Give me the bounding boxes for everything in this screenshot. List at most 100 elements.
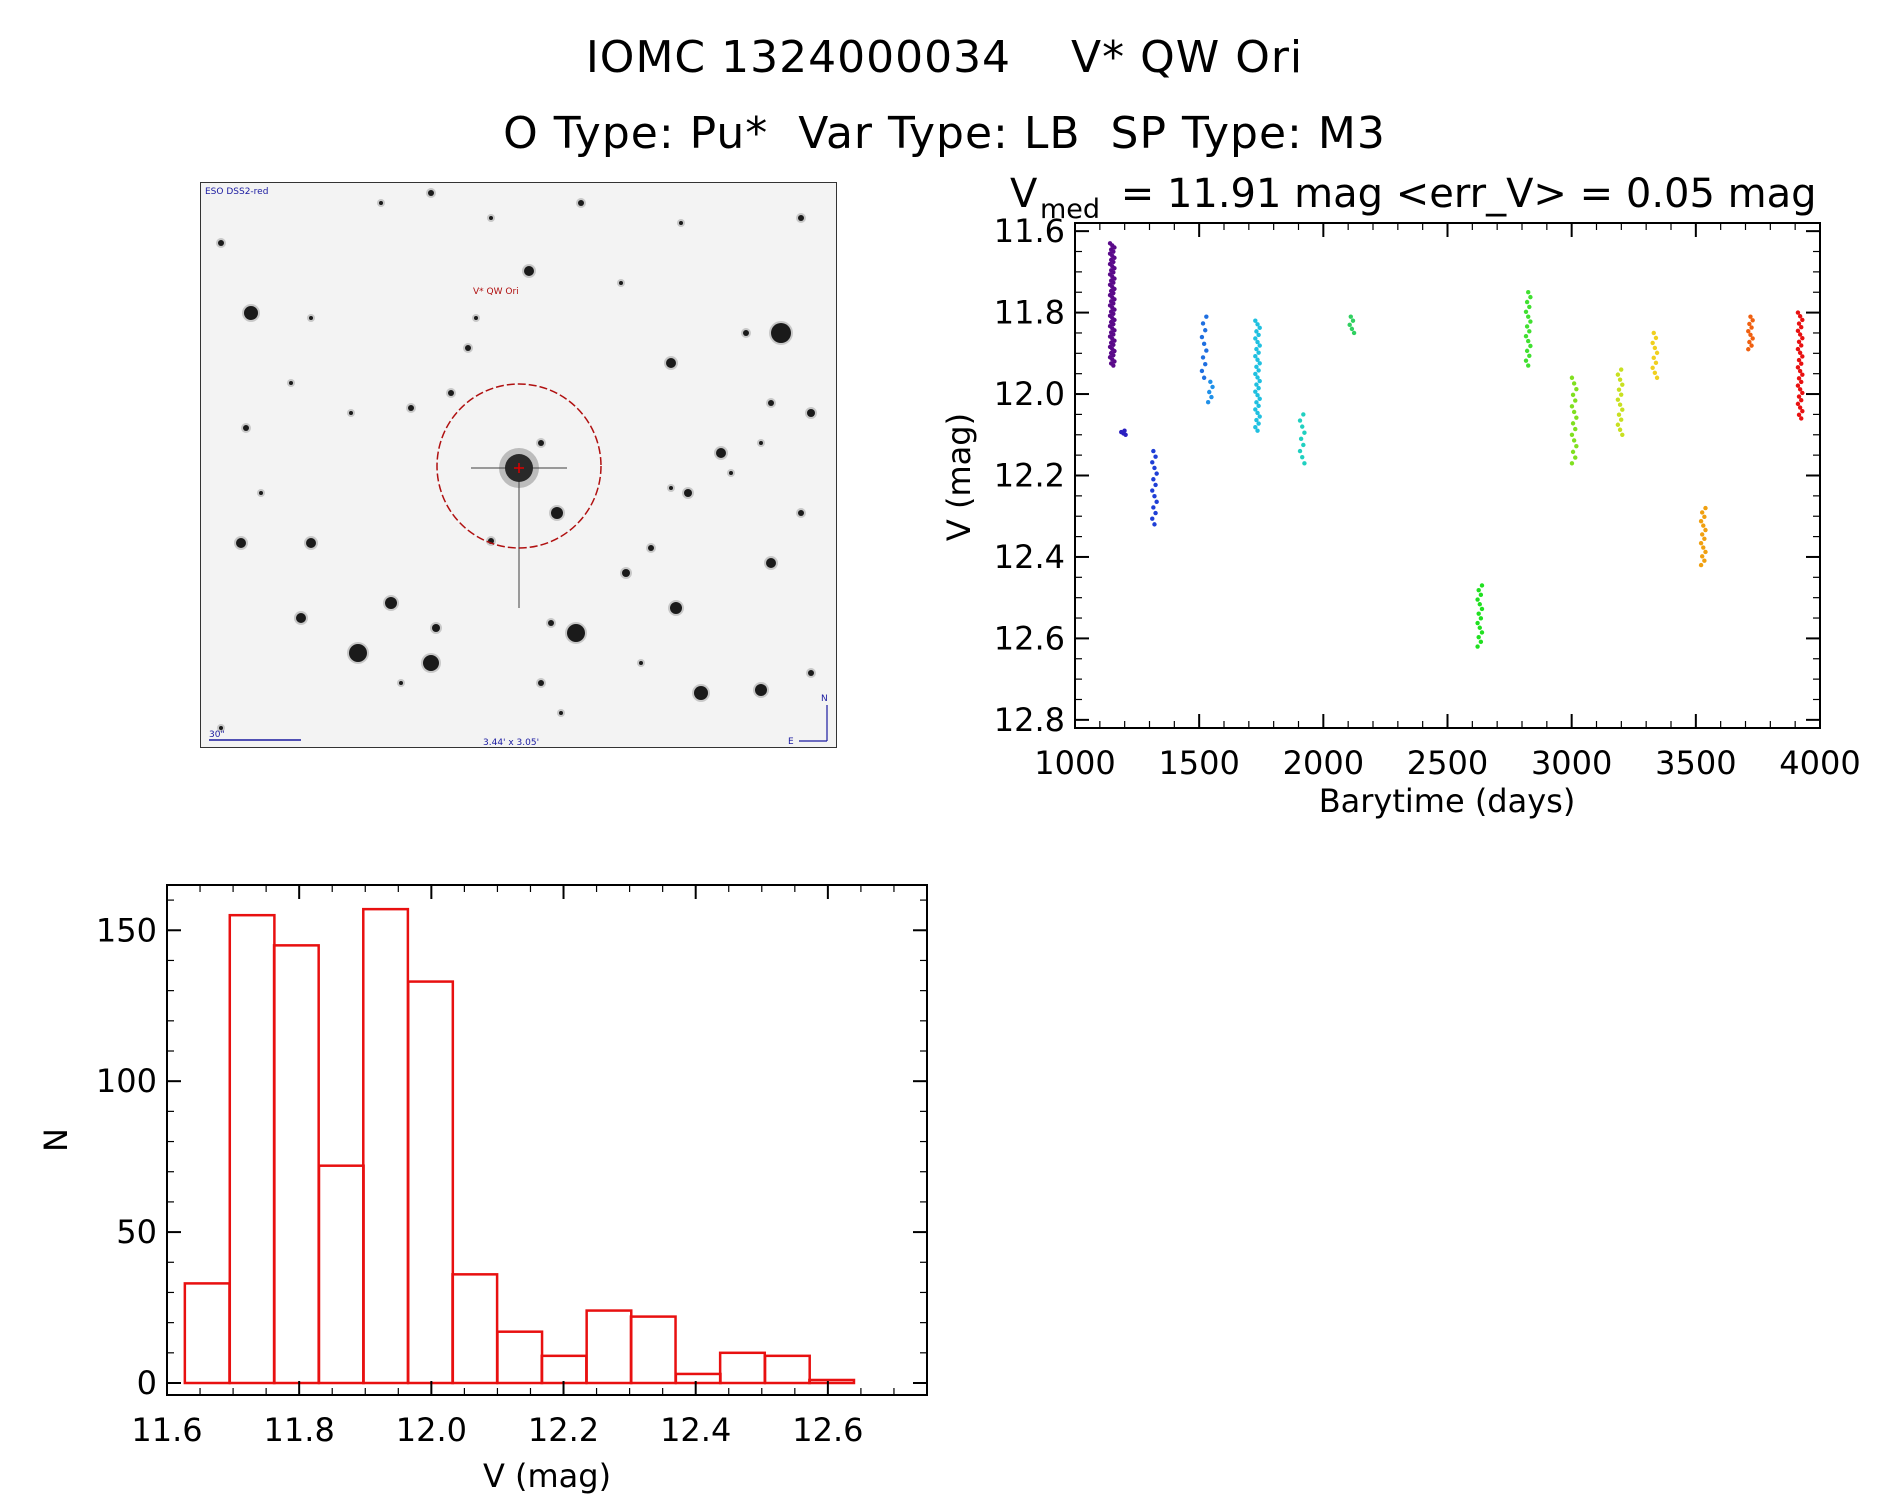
star — [465, 345, 471, 351]
lc-data-point — [1797, 350, 1803, 355]
lc-data-point — [1208, 379, 1213, 385]
lc-data-point — [1254, 364, 1259, 370]
lc-data-point — [1654, 375, 1660, 380]
finder-chart-svg: ESO DSS2-red V* QW Ori 30" 3.44' x 3.05'… — [201, 183, 836, 747]
lc-data-point — [1150, 516, 1155, 521]
lc-data-point — [1526, 314, 1531, 319]
lc-data-point — [1477, 625, 1482, 630]
lc-data-point — [1795, 365, 1801, 370]
lc-data-point — [1153, 482, 1158, 488]
lc-data-point — [1297, 418, 1303, 423]
lc-data-point — [1526, 338, 1531, 344]
lc-data-point — [1478, 639, 1484, 645]
star — [768, 400, 774, 406]
light-curve-chart: V med = 11.91 mag <err_V> = 0.05 mag 100… — [940, 171, 1861, 820]
lc-data-point — [1255, 375, 1260, 380]
lc-data-point — [1254, 346, 1259, 352]
lc-data-point — [1654, 350, 1660, 356]
lc-data-point — [1253, 336, 1258, 341]
lc-data-point — [1795, 346, 1801, 352]
lc-data-point — [1526, 290, 1531, 295]
lc-data-point — [1747, 339, 1752, 345]
lc-data-point — [1111, 363, 1116, 368]
lc-data-point — [1477, 602, 1482, 607]
star — [259, 491, 263, 495]
lc-data-point — [1795, 310, 1801, 315]
target-aperture-circle — [436, 383, 602, 549]
lc-data-point — [1210, 384, 1215, 390]
lc-data-point — [1254, 329, 1259, 334]
object-label: V* QW Ori — [473, 287, 519, 297]
lc-data-point — [1255, 357, 1260, 362]
lc-data-point — [1523, 358, 1529, 363]
lc-data-point — [1203, 328, 1208, 333]
lc-data-point — [1351, 330, 1357, 336]
lc-data-point — [1750, 336, 1755, 341]
lc-data-point — [1618, 392, 1624, 397]
lc-data-point — [1256, 332, 1261, 338]
lc-title-subscript: med — [1040, 194, 1100, 225]
hist-bar — [540, 1354, 588, 1385]
lc-data-point — [1479, 583, 1485, 588]
lc-data-point — [1112, 348, 1117, 354]
lc-data-point — [1111, 259, 1116, 265]
lc-data-point — [1154, 471, 1159, 476]
scale-label: 30" — [209, 730, 225, 740]
lc-data-point — [1256, 421, 1261, 426]
lc-data-point — [1253, 371, 1258, 377]
star — [399, 681, 403, 685]
lc-data-point — [1111, 280, 1116, 285]
lc-data-point — [1703, 527, 1708, 533]
lc-data-point — [1256, 385, 1261, 391]
star — [716, 448, 726, 458]
lc-data-point — [1111, 290, 1116, 296]
star — [489, 216, 493, 220]
star — [639, 661, 643, 665]
star — [755, 684, 767, 696]
lc-data-point — [1257, 361, 1262, 366]
fov-label: 3.44' x 3.05' — [483, 738, 539, 747]
star — [619, 281, 623, 285]
lc-data-point — [1617, 377, 1623, 382]
lc-data-point — [1478, 592, 1484, 598]
lc-data-point — [1703, 549, 1708, 555]
hist-bar — [228, 913, 276, 1385]
star — [798, 215, 804, 221]
lc-data-point — [1207, 389, 1212, 395]
lc-xtick-label: 3500 — [1655, 744, 1736, 782]
lc-data-point — [1255, 428, 1260, 433]
lc-data-point — [1617, 427, 1623, 432]
hist-axes: 11.6 11.8 12.0 12.2 12.4 12.6 0 50 100 150 — [96, 885, 927, 1449]
lc-data-point — [1527, 304, 1532, 310]
lc-data-point — [1615, 397, 1621, 402]
lc-data-point — [1524, 324, 1530, 329]
star — [666, 358, 676, 368]
lc-data-point — [1151, 448, 1156, 454]
lc-data-point — [1257, 343, 1262, 348]
lc-data-point — [1112, 255, 1117, 261]
lc-data-point — [1475, 597, 1480, 602]
star — [622, 569, 630, 577]
lc-xtick-label: 3000 — [1531, 744, 1612, 782]
lc-data-point — [1796, 376, 1802, 381]
lc-data-point — [1569, 461, 1575, 466]
lc-data-point — [1201, 341, 1207, 347]
lc-data-point — [1699, 510, 1705, 515]
lc-data-point — [1209, 394, 1214, 400]
lc-data-point — [1800, 317, 1805, 323]
lc-data-point — [1111, 249, 1116, 254]
lc-data-point — [1570, 421, 1576, 426]
lc-data-point — [1253, 407, 1258, 412]
star — [428, 190, 434, 196]
lc-data-point — [1256, 403, 1261, 409]
lc-data-point — [1201, 375, 1207, 380]
lc-data-point — [1526, 363, 1531, 368]
lc-data-point — [1154, 499, 1159, 505]
lc-data-point — [1253, 424, 1258, 430]
lc-data-point — [1475, 644, 1480, 649]
lc-data-point — [1699, 554, 1705, 559]
lc-data-point — [1350, 318, 1356, 323]
hist-bar — [629, 1315, 677, 1385]
hist-bar — [718, 1351, 767, 1385]
lc-plot-frame — [1074, 222, 1821, 729]
